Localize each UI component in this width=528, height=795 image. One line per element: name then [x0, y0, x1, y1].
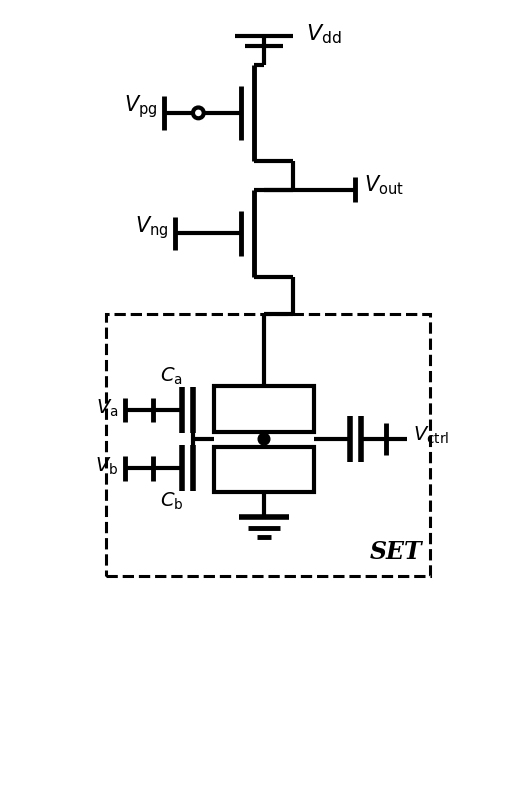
Text: $C_\mathrm{b}$: $C_\mathrm{b}$	[159, 491, 183, 512]
Bar	[214, 447, 314, 492]
Circle shape	[193, 107, 204, 118]
Text: $V_\mathrm{dd}$: $V_\mathrm{dd}$	[306, 22, 341, 46]
Text: SET: SET	[369, 540, 422, 564]
Text: $V_\mathrm{out}$: $V_\mathrm{out}$	[364, 174, 403, 197]
Text: $V_\mathrm{a}$: $V_\mathrm{a}$	[96, 398, 119, 418]
Text: $V_\mathrm{pg}$: $V_\mathrm{pg}$	[124, 93, 158, 120]
Text: $V_\mathrm{ng}$: $V_\mathrm{ng}$	[135, 214, 168, 241]
Bar	[106, 314, 430, 576]
Text: $V_\mathrm{b}$: $V_\mathrm{b}$	[96, 456, 119, 477]
Circle shape	[258, 433, 270, 445]
Text: $V_\mathrm{ctrl}$: $V_\mathrm{ctrl}$	[413, 425, 449, 445]
Text: $C_\mathrm{a}$: $C_\mathrm{a}$	[160, 366, 183, 387]
Bar	[214, 386, 314, 432]
